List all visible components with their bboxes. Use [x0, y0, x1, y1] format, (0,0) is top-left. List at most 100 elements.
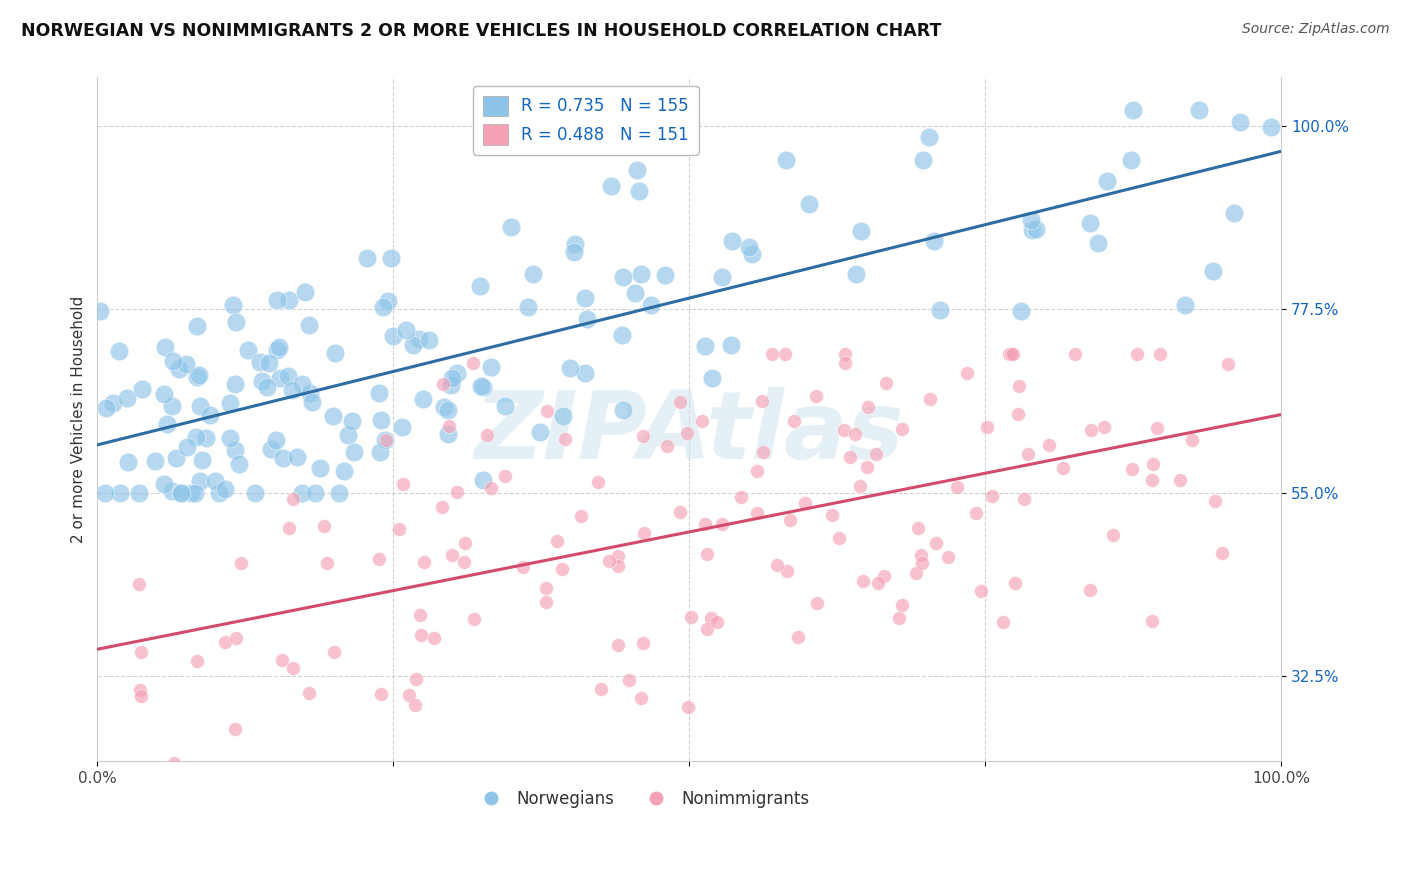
Point	[630, 267, 652, 281]
Point	[228, 457, 250, 471]
Point	[889, 611, 911, 625]
Point	[186, 653, 208, 667]
Point	[905, 566, 928, 580]
Point	[676, 700, 699, 714]
Point	[224, 722, 246, 736]
Point	[845, 267, 868, 281]
Point	[1204, 493, 1226, 508]
Point	[453, 554, 475, 568]
Point	[720, 337, 742, 351]
Point	[454, 536, 477, 550]
Point	[574, 366, 596, 380]
Point	[382, 329, 405, 343]
Point	[277, 368, 299, 383]
Legend: Norwegians, Nonimmigrants: Norwegians, Nonimmigrants	[468, 783, 815, 814]
Point	[129, 645, 152, 659]
Point	[626, 163, 648, 178]
Point	[1004, 575, 1026, 590]
Point	[501, 219, 523, 234]
Point	[89, 303, 111, 318]
Point	[479, 481, 502, 495]
Point	[848, 478, 870, 492]
Point	[405, 672, 427, 686]
Point	[599, 178, 621, 193]
Point	[1181, 433, 1204, 447]
Point	[700, 370, 723, 384]
Point	[283, 491, 305, 506]
Point	[1142, 473, 1164, 487]
Point	[128, 485, 150, 500]
Point	[522, 267, 544, 281]
Point	[779, 513, 801, 527]
Point	[751, 393, 773, 408]
Point	[852, 574, 875, 589]
Point	[299, 385, 322, 400]
Point	[96, 401, 118, 416]
Point	[333, 464, 356, 478]
Point	[1260, 120, 1282, 135]
Point	[267, 340, 290, 354]
Point	[575, 312, 598, 326]
Point	[180, 485, 202, 500]
Point	[436, 402, 458, 417]
Point	[188, 368, 211, 382]
Point	[336, 428, 359, 442]
Point	[1080, 582, 1102, 597]
Point	[165, 451, 187, 466]
Point	[128, 683, 150, 698]
Point	[225, 631, 247, 645]
Point	[437, 418, 460, 433]
Point	[377, 294, 399, 309]
Point	[534, 595, 557, 609]
Point	[243, 485, 266, 500]
Point	[463, 612, 485, 626]
Point	[517, 300, 540, 314]
Point	[356, 251, 378, 265]
Point	[606, 549, 628, 564]
Point	[627, 184, 650, 198]
Point	[301, 395, 323, 409]
Point	[936, 550, 959, 565]
Point	[1038, 438, 1060, 452]
Point	[412, 555, 434, 569]
Point	[401, 338, 423, 352]
Point	[1001, 347, 1024, 361]
Point	[186, 370, 208, 384]
Point	[375, 433, 398, 447]
Point	[471, 379, 494, 393]
Point	[367, 552, 389, 566]
Point	[412, 392, 434, 406]
Point	[198, 408, 221, 422]
Point	[606, 638, 628, 652]
Point	[204, 475, 226, 489]
Point	[441, 371, 464, 385]
Point	[1019, 213, 1042, 227]
Point	[856, 400, 879, 414]
Point	[391, 419, 413, 434]
Point	[752, 444, 775, 458]
Point	[163, 756, 186, 771]
Point	[1095, 174, 1118, 188]
Point	[398, 688, 420, 702]
Point	[775, 347, 797, 361]
Point	[249, 355, 271, 369]
Text: NORWEGIAN VS NONIMMIGRANTS 2 OR MORE VEHICLES IN HOUSEHOLD CORRELATION CHART: NORWEGIAN VS NONIMMIGRANTS 2 OR MORE VEH…	[21, 22, 942, 40]
Point	[273, 450, 295, 465]
Point	[418, 333, 440, 347]
Point	[856, 460, 879, 475]
Point	[446, 366, 468, 380]
Point	[775, 153, 797, 167]
Point	[745, 464, 768, 478]
Point	[186, 319, 208, 334]
Point	[834, 423, 856, 437]
Point	[332, 770, 354, 784]
Point	[494, 468, 516, 483]
Point	[891, 599, 914, 613]
Point	[797, 197, 820, 211]
Point	[669, 394, 692, 409]
Point	[1149, 347, 1171, 361]
Point	[529, 425, 551, 440]
Point	[980, 490, 1002, 504]
Point	[315, 556, 337, 570]
Point	[574, 291, 596, 305]
